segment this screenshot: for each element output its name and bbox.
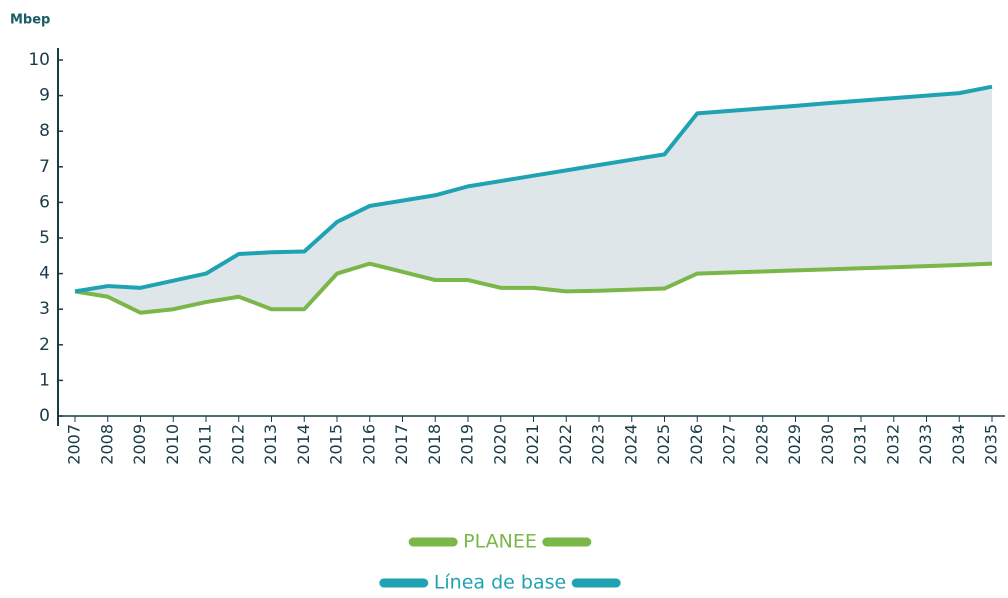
x-tick-label: 2011 — [196, 424, 215, 465]
x-tick-label: 2007 — [65, 424, 84, 465]
x-tick-label: 2029 — [785, 424, 804, 465]
legend-label: Línea de base — [434, 572, 566, 594]
series-line — [74, 261, 993, 315]
y-tick-label: 8 — [39, 121, 50, 141]
x-tick-label: 2020 — [490, 424, 509, 465]
y-tick-label: 2 — [39, 335, 50, 355]
x-tick-label: 2033 — [916, 424, 935, 465]
y-tick-label: 10 — [28, 50, 50, 70]
x-tick-label: 2019 — [458, 424, 477, 465]
x-tick-label: 2023 — [589, 424, 608, 465]
x-tick-label: 2026 — [687, 424, 706, 465]
y-tick-label: 5 — [39, 228, 50, 248]
y-tick-label: 4 — [39, 264, 50, 284]
x-tick-label: 2034 — [949, 424, 968, 465]
x-tick-label: 2030 — [818, 424, 837, 465]
x-tick-label: 2017 — [392, 424, 411, 465]
y-tick-label: 0 — [39, 406, 50, 426]
x-tick-label: 2032 — [883, 424, 902, 465]
x-tick-label: 2008 — [97, 424, 116, 465]
x-tick-label: 2009 — [130, 424, 149, 465]
x-tick-label: 2031 — [851, 424, 870, 465]
x-tick-label: 2035 — [982, 424, 1001, 465]
y-axis-label: Mbep — [10, 13, 50, 28]
x-tick-label: 2010 — [163, 424, 182, 465]
x-tick-label: 2025 — [654, 424, 673, 465]
x-tick-label: 2024 — [621, 424, 640, 465]
x-tick-label: 2016 — [359, 424, 378, 465]
y-tick-label: 3 — [39, 299, 50, 319]
x-tick-label: 2028 — [752, 424, 771, 465]
x-tick-label: 2018 — [425, 424, 444, 465]
x-tick-label: 2015 — [327, 424, 346, 465]
y-tick-label: 9 — [39, 86, 50, 106]
y-tick-label: 7 — [39, 157, 50, 177]
x-tick-label: 2027 — [720, 424, 739, 465]
area-between — [75, 86, 992, 313]
y-tick-label: 6 — [39, 192, 50, 212]
legend-label: PLANEE — [463, 531, 537, 553]
y-tick-label: 1 — [39, 370, 50, 390]
x-tick-label: 2012 — [228, 424, 247, 465]
x-tick-label: 2014 — [294, 424, 313, 465]
x-tick-label: 2022 — [556, 424, 575, 465]
x-tick-label: 2021 — [523, 424, 542, 465]
series-line — [74, 84, 993, 294]
x-tick-label: 2013 — [261, 424, 280, 465]
